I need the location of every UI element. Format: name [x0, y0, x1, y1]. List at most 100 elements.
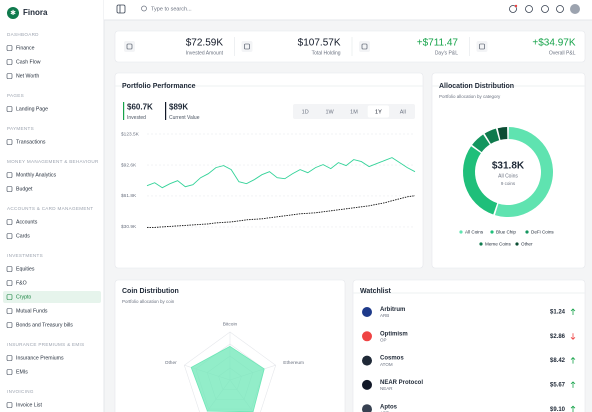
sidebar-section: MONEY MANAGEMENT & BEHAVIOUR: [7, 159, 99, 164]
card-subtitle: Portfolio allocation by category: [439, 94, 501, 99]
brand: Finora: [23, 8, 48, 17]
nav-item[interactable]: Mutual Funds: [16, 309, 48, 315]
nav-item[interactable]: F&O: [16, 281, 27, 287]
legend-swatch: [525, 230, 529, 234]
nav-icon: [6, 45, 13, 51]
coin-name[interactable]: Arbitrum: [380, 307, 405, 313]
nav-item[interactable]: Monthly Analytics: [16, 173, 56, 179]
sidebar-section: INVOICING: [7, 389, 34, 394]
legend-swatch: [490, 230, 494, 234]
sidebar-section: ACCOUNTS & CARD MANAGEMENT: [7, 206, 93, 211]
nav-icon: [6, 266, 13, 272]
coin-icon: [362, 331, 372, 342]
range-button[interactable]: 1M: [350, 109, 358, 115]
nav-icon: [6, 308, 13, 314]
coin-name[interactable]: Cosmos: [380, 356, 404, 362]
trend-arrow: [570, 405, 576, 412]
nav-icon: [6, 73, 13, 79]
card-title: Coin Distribution: [122, 288, 179, 295]
legend-marker: [123, 102, 125, 120]
activity[interactable]: [525, 5, 533, 13]
radar-area: [190, 345, 265, 412]
stat-label: Day's P&L: [435, 50, 458, 56]
nav-item[interactable]: Finance: [16, 46, 35, 52]
coin-price: $2.86: [550, 334, 566, 340]
watchlist-card: [352, 279, 586, 412]
messages[interactable]: [556, 5, 564, 13]
card-title: Watchlist: [360, 288, 392, 295]
radar-ring: [183, 331, 277, 412]
nav-icon: [6, 106, 13, 112]
sidebar-section: INSURANCE PREMIUMS & EMIS: [7, 342, 84, 347]
donut-center-label: All Coins: [498, 173, 518, 179]
coin-name[interactable]: NEAR Protocol: [380, 380, 423, 386]
sidebar-section: INVESTMENTS: [7, 253, 43, 258]
sidebar: [0, 0, 104, 412]
stat-value: +$711.47: [417, 38, 459, 49]
donut-segment: [484, 128, 500, 144]
sidebar-section: PAYMENTS: [7, 126, 34, 131]
y-tick-label: $123.5K: [121, 131, 140, 137]
nav-item[interactable]: Equities: [16, 267, 35, 273]
stat-icon-glyph: [479, 43, 485, 50]
stat-icon: [359, 41, 370, 52]
range-button[interactable]: 1W: [325, 109, 334, 115]
notifications[interactable]: [509, 5, 517, 13]
nav-item[interactable]: Landing Page: [16, 107, 48, 113]
stat-icon-glyph: [244, 43, 250, 50]
radar-label: Bitcoin: [223, 321, 238, 327]
nav-item[interactable]: Bonds and Treasury bills: [16, 323, 73, 329]
coin-price: $1.24: [550, 310, 566, 316]
nav-item[interactable]: Transactions: [16, 140, 46, 146]
settings[interactable]: [541, 5, 549, 13]
range-button[interactable]: All: [400, 109, 406, 115]
stat-value: $107.57K: [298, 38, 341, 49]
legend-swatch: [515, 242, 519, 246]
search-input[interactable]: Type to search...: [151, 6, 192, 12]
legend-label: Invested: [127, 115, 146, 121]
radar-label: Ethereum: [283, 360, 304, 366]
notification-dot: [514, 4, 518, 8]
legend-swatch: [459, 230, 463, 234]
nav-icon: [6, 139, 13, 145]
stat-label: Invested Amount: [186, 50, 224, 56]
donut-segment: [472, 134, 490, 153]
nav-item[interactable]: Cards: [16, 234, 30, 240]
nav-item[interactable]: Crypto: [16, 295, 31, 301]
nav-item[interactable]: Accounts: [16, 220, 38, 226]
nav-item[interactable]: EMIs: [16, 370, 28, 376]
range-button[interactable]: 1Y: [375, 109, 382, 115]
stat-icon-glyph: [361, 43, 368, 50]
series-line: [146, 157, 416, 189]
card-title: Allocation Distribution: [439, 83, 514, 90]
legend-swatch: [479, 242, 483, 246]
coin-symbol: OP: [380, 337, 387, 342]
sidebar-toggle[interactable]: [116, 4, 126, 14]
logo-icon: [7, 7, 19, 19]
nav-icon: [6, 322, 13, 328]
coin-price: $9.10: [550, 407, 566, 412]
nav-icon: [6, 402, 13, 408]
nav-item[interactable]: Net Worth: [16, 74, 39, 80]
stat-value: +$34.97K: [532, 38, 575, 49]
nav-item[interactable]: Insurance Premiums: [16, 356, 64, 362]
nav-item[interactable]: Invoice List: [16, 403, 43, 409]
topbar: [104, 0, 592, 20]
nav-item[interactable]: Budget: [16, 187, 33, 193]
stat-icon: [124, 41, 135, 52]
coin-name[interactable]: Optimism: [380, 331, 408, 337]
trend-arrow: [570, 381, 576, 388]
nav-item[interactable]: Cash Flow: [16, 60, 41, 66]
summary-value: $60.7K: [127, 103, 153, 112]
coin-price: $5.67: [550, 382, 566, 388]
coin-name[interactable]: Aptos: [380, 404, 398, 410]
avatar[interactable]: [570, 4, 580, 14]
stats-card: [114, 30, 586, 63]
trend-arrow: [570, 357, 576, 364]
range-active: [367, 105, 390, 118]
range-button[interactable]: 1D: [302, 109, 309, 115]
nav-active-bg: [3, 291, 101, 303]
nav-icon: [6, 355, 13, 361]
legend-label: Blue Chip: [496, 230, 516, 235]
